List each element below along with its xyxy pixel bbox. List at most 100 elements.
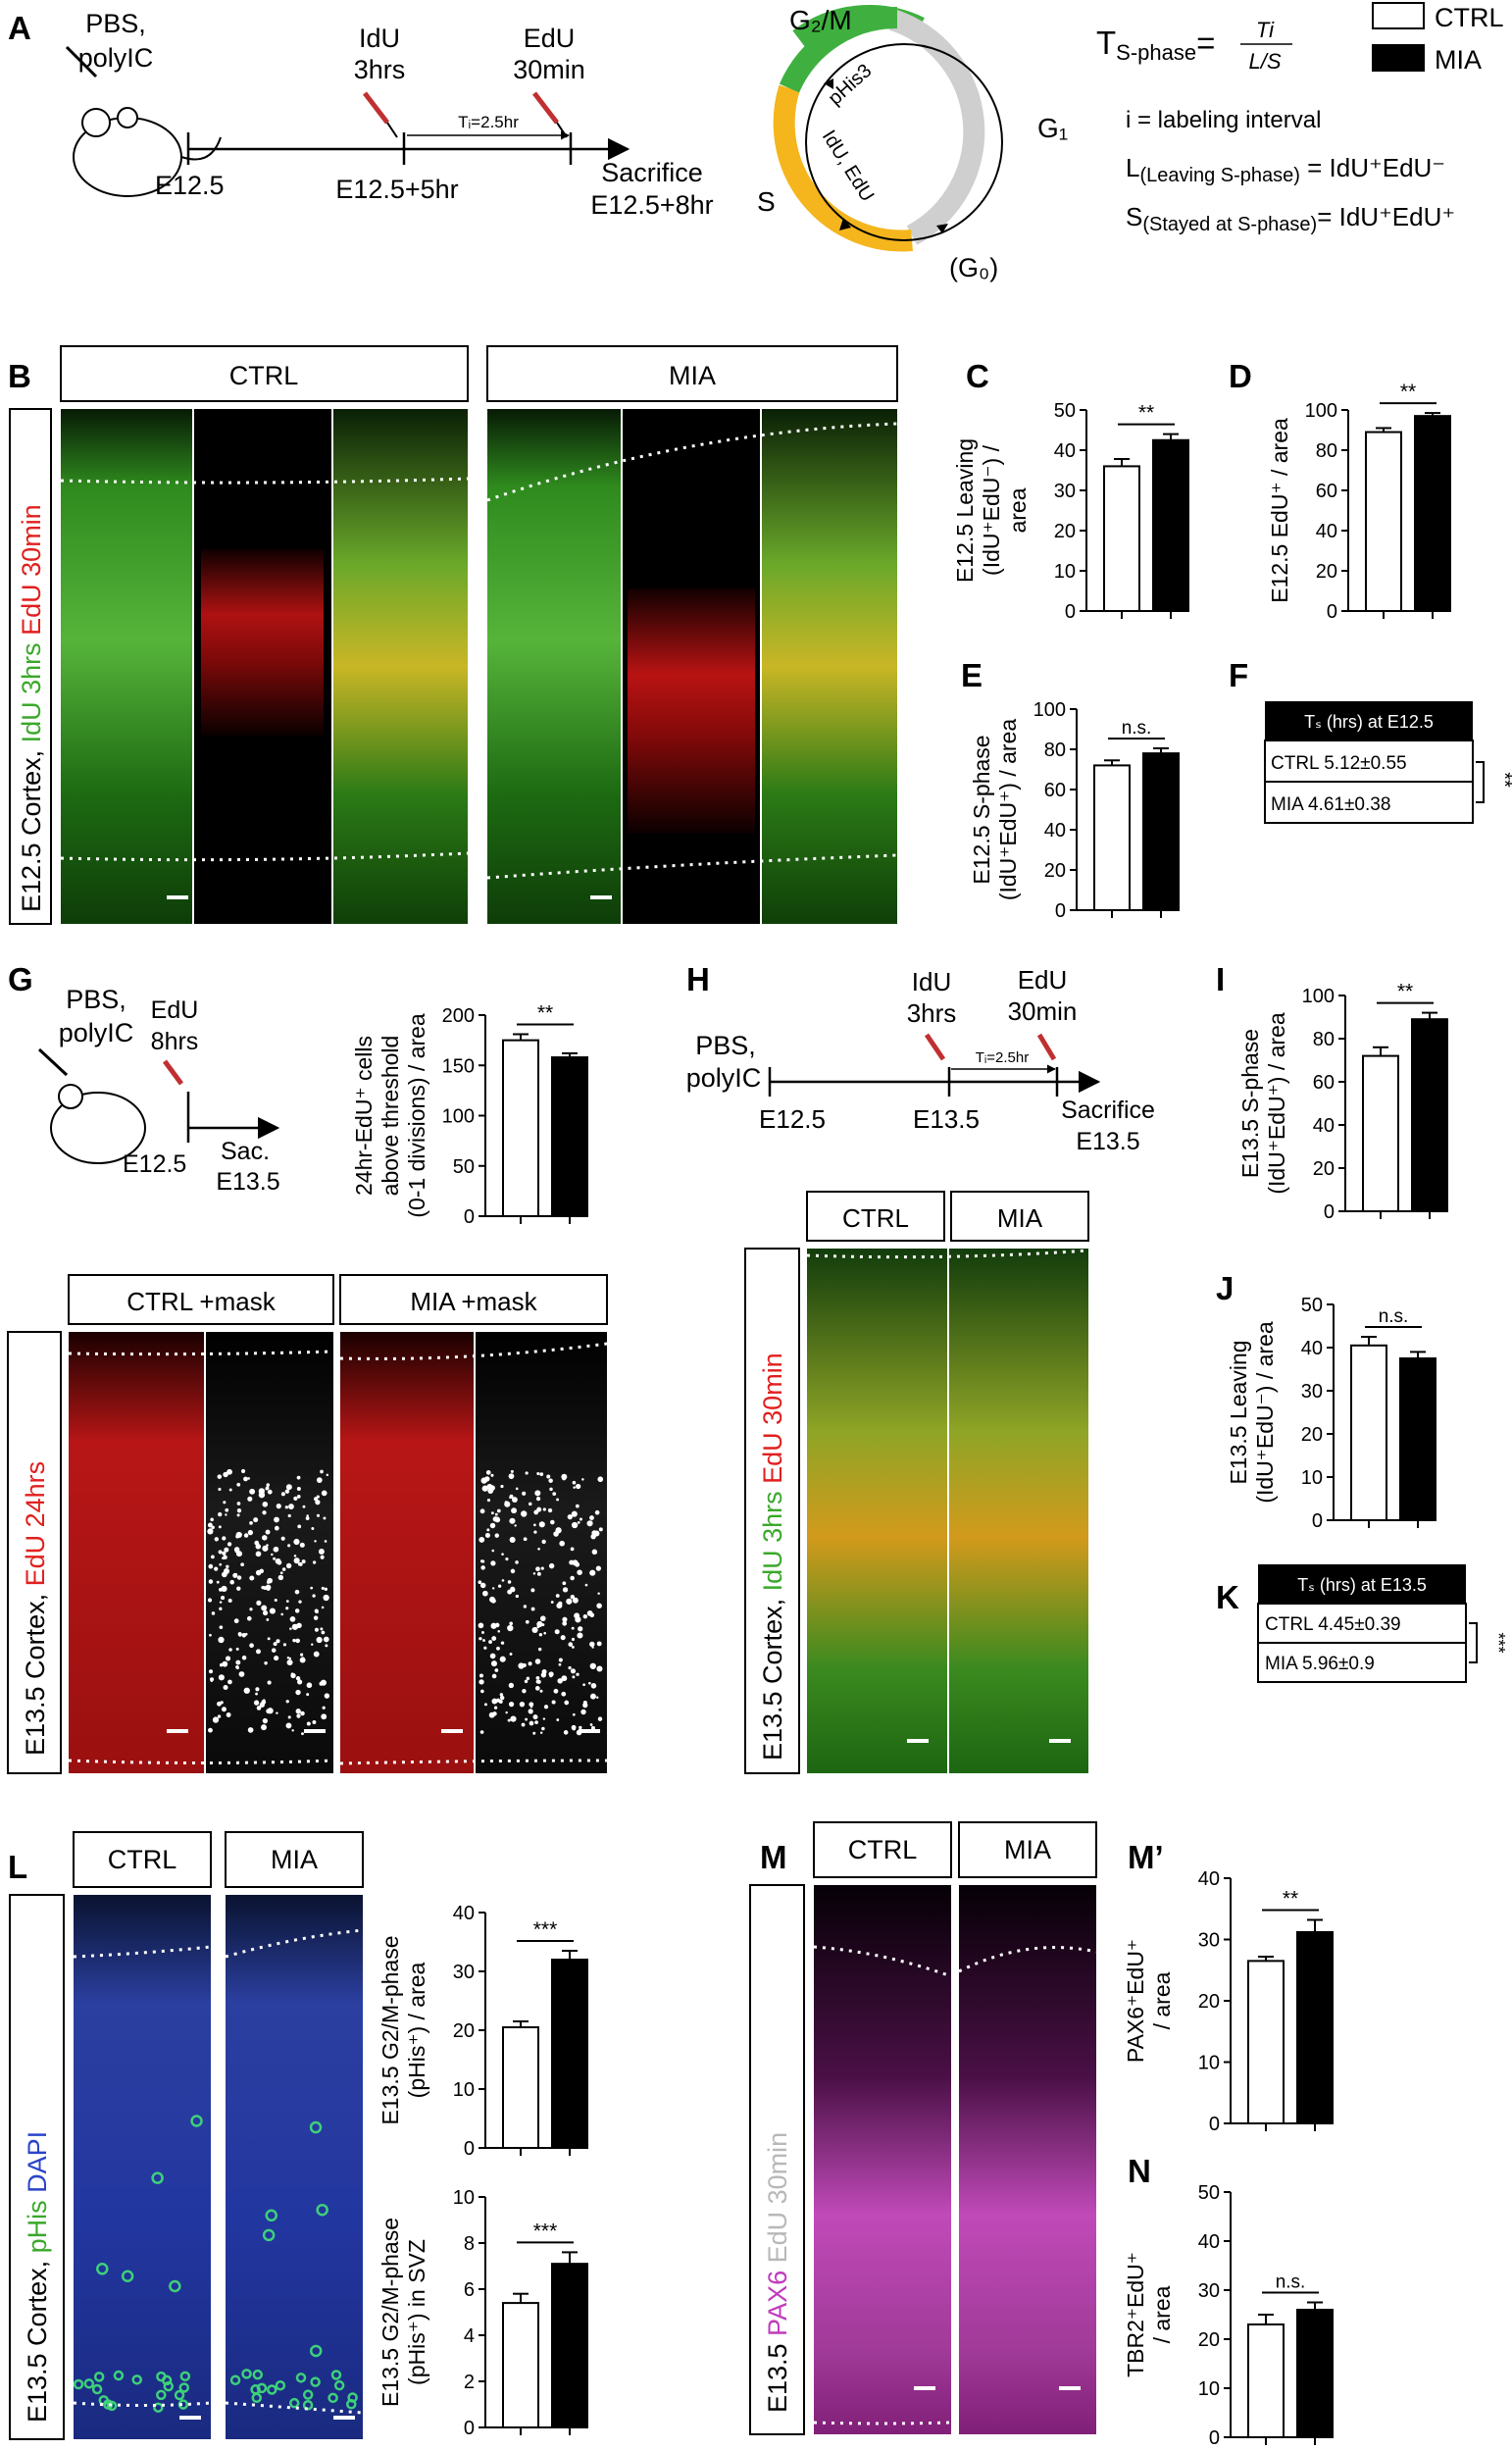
panel-m-ctrl-header [813, 1821, 952, 1878]
bar-ctrl [1362, 1054, 1399, 1212]
mask-spot [324, 1540, 328, 1543]
mask-spot [479, 1508, 485, 1514]
mask-spot [267, 1680, 272, 1685]
mask-spot [564, 1700, 570, 1706]
mask-spot [490, 1660, 497, 1667]
mask-spot [266, 1483, 271, 1487]
mask-spot [535, 1675, 540, 1680]
bar-ctrl [1365, 431, 1402, 612]
mask-spot [509, 1536, 516, 1543]
g-inject-1: PBS, [66, 985, 126, 1014]
svg-text:L(Leaving S-phase) = IdU⁺EdU⁻: L(Leaving S-phase) = IdU⁺EdU⁻ [1126, 153, 1445, 186]
mask-spot [539, 1731, 543, 1734]
bar-mia [1399, 1357, 1436, 1521]
mask-spot [572, 1726, 577, 1731]
h-edu: EdU [1018, 965, 1068, 995]
phis-cell [73, 2378, 84, 2390]
mask-spot [478, 1580, 482, 1585]
mask-spot [514, 1524, 517, 1527]
significance-label: *** [533, 1918, 558, 1941]
edu-label: EdU [524, 24, 576, 53]
mask-spot [296, 1475, 301, 1480]
y-tick-label: 20 [1301, 1424, 1323, 1446]
mask-spot [504, 1501, 511, 1507]
mask-spot [287, 1544, 291, 1548]
mask-spot [572, 1597, 579, 1604]
mask-spot [284, 1489, 290, 1494]
mask-spot [509, 1517, 516, 1524]
mask-spot [214, 1566, 219, 1571]
mask-spot [550, 1601, 554, 1604]
phis-cell [229, 2374, 241, 2385]
mask-spot [285, 1722, 292, 1729]
mask-spot [256, 1706, 262, 1710]
phis-cell [91, 2383, 103, 2395]
mask-spot [491, 1636, 497, 1642]
y-tick-label: 30 [1198, 2280, 1220, 2302]
mask-spot [480, 1565, 485, 1570]
y-tick-label: 20 [1198, 2329, 1220, 2351]
mask-spot [483, 1646, 487, 1650]
mask-spot [577, 1632, 583, 1639]
mask-spot [484, 1532, 490, 1538]
mask-spot [255, 1687, 260, 1692]
inject-label-2: polyIC [78, 43, 154, 73]
panel-h-ctrl-label: CTRL [842, 1203, 909, 1233]
y-tick-label: 50 [1301, 1295, 1323, 1316]
significance-label: n.s. [1122, 718, 1152, 739]
y-tick-label: 0 [464, 2138, 475, 2160]
mask-spot [295, 1689, 301, 1696]
mask-spot [311, 1527, 315, 1531]
mask-spot [218, 1550, 223, 1555]
mask-spot [570, 1575, 575, 1581]
mask-spot [556, 1498, 560, 1502]
mask-spot [210, 1517, 214, 1522]
mask-spot [217, 1714, 222, 1718]
phis-cell [179, 2371, 191, 2382]
mask-spot [540, 1566, 544, 1570]
mask-spot [219, 1587, 223, 1592]
panel-g-mia-label: MIA +mask [410, 1287, 537, 1316]
bar-ctrl [502, 2302, 539, 2429]
y-tick-label: 20 [1198, 1991, 1220, 2013]
mask-spot [297, 1561, 302, 1566]
mask-spot [523, 1537, 528, 1542]
mask-spot [589, 1569, 596, 1576]
edu-time: 30min [513, 55, 585, 84]
mask-spot [486, 1499, 491, 1503]
panel-h-mia-label: MIA [997, 1203, 1043, 1233]
significance-label: ** [1283, 1888, 1298, 1911]
mask-spot [575, 1504, 580, 1508]
mask-spot [589, 1662, 596, 1669]
panel-label-C: C [966, 358, 989, 394]
mask-spot [293, 1538, 300, 1546]
mask-spot [311, 1643, 314, 1646]
bar-mia [1296, 2309, 1334, 2438]
mask-spot [306, 1693, 310, 1697]
significance-label: ** [537, 1001, 553, 1024]
mask-spot [240, 1468, 246, 1474]
mask-spot [273, 1557, 277, 1560]
mask-spot [560, 1635, 566, 1641]
mask-spot [246, 1615, 252, 1621]
mask-spot [582, 1613, 588, 1619]
mask-spot [247, 1477, 250, 1480]
mask-spot [548, 1478, 553, 1483]
mask-spot [508, 1473, 515, 1480]
mask-spot [571, 1510, 578, 1517]
y-axis-label: E13.5 G2/M-phase(pHis⁺) / area [378, 1935, 429, 2124]
mask-spot [285, 1700, 289, 1704]
mask-spot [489, 1653, 496, 1659]
mask-spot [486, 1528, 490, 1532]
mask-spot [274, 1525, 279, 1531]
y-axis-label: 24hr-EdU⁺ cellsabove threshold(0-1 divis… [351, 1013, 429, 1218]
mask-spot [580, 1709, 586, 1715]
y-axis-label: E12.5 Leaving(IdU⁺EdU⁻) /area [952, 438, 1031, 583]
y-tick-label: 40 [453, 1903, 475, 1924]
mask-spot [243, 1687, 250, 1694]
mask-spot [479, 1537, 485, 1543]
mask-spot [316, 1513, 321, 1517]
chart-L2: 0 2 4 6 8 10 *** E13.5 G2/M-phase(pHis⁺) in SVZ [378, 2187, 588, 2439]
ts-formula: TS-phase= Ti L/S i = labeling interval L… [1096, 18, 1455, 235]
